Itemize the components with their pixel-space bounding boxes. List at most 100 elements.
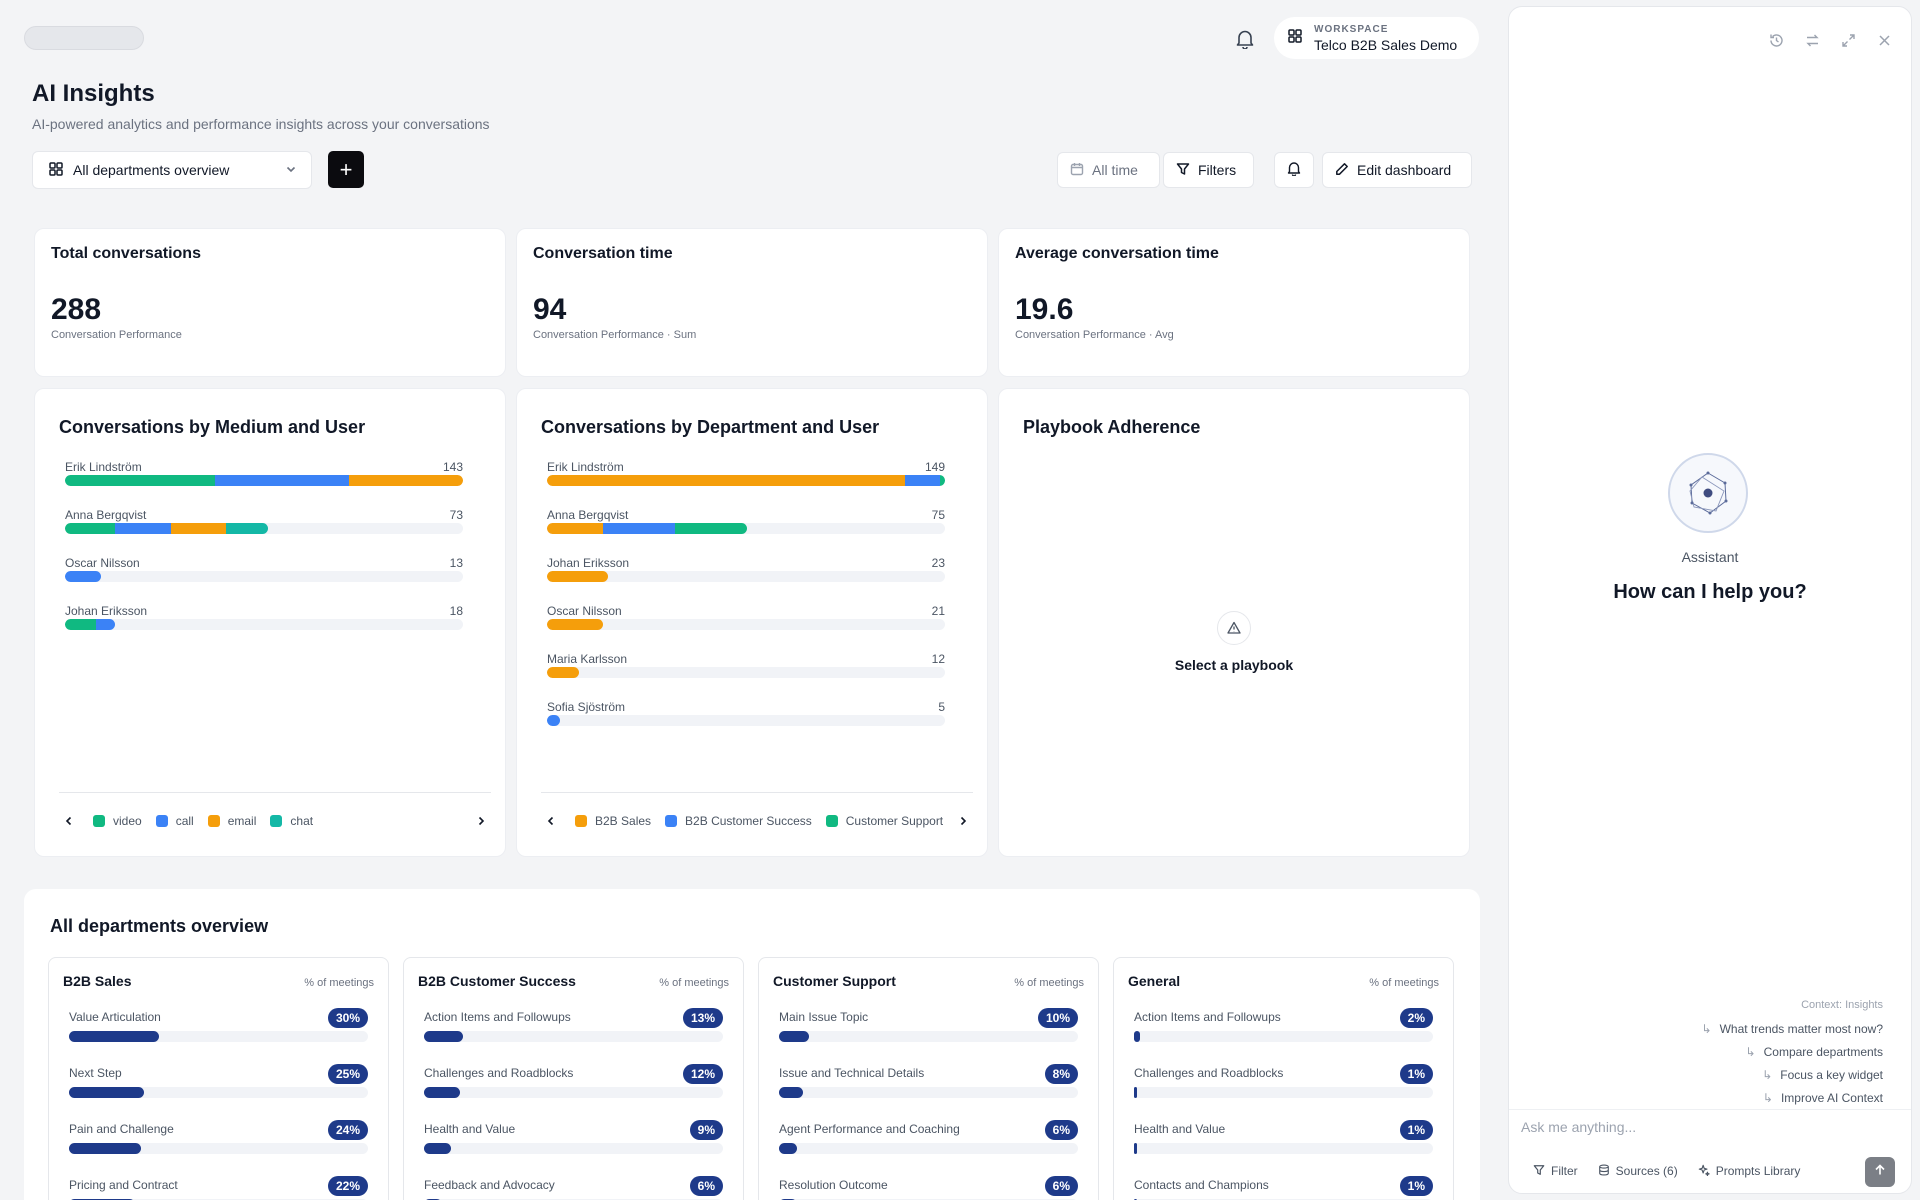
alerts-button[interactable] [1274, 152, 1314, 188]
department-row[interactable]: Pricing and Contract 22% [69, 1176, 368, 1200]
department-rows: Action Items and Followups 2% Challenges a… [1134, 1008, 1433, 1200]
bar-segment[interactable] [65, 475, 216, 486]
edit-dashboard-button[interactable]: Edit dashboard [1322, 152, 1472, 188]
bar-track [424, 1143, 723, 1154]
chevron-right-icon[interactable] [953, 816, 973, 826]
expand-icon[interactable] [1839, 31, 1857, 49]
prompts-library-button[interactable]: Prompts Library [1698, 1164, 1800, 1179]
legend-item[interactable]: Customer Support [825, 814, 943, 828]
department-row[interactable]: Action Items and Followups 13% [424, 1008, 723, 1064]
pencil-icon [1335, 162, 1349, 179]
playbook-empty-text: Select a playbook [1174, 657, 1294, 673]
bar-track [69, 1031, 368, 1042]
send-button[interactable] [1865, 1157, 1895, 1187]
bar-track [1134, 1031, 1433, 1042]
suggestion-item[interactable]: ↳ What trends matter most now? [1702, 1022, 1883, 1036]
context-label: Context: Insights [1801, 999, 1883, 1011]
bell-icon [1287, 161, 1301, 179]
topic-label: Action Items and Followups [1134, 1010, 1281, 1024]
bar-segment[interactable] [348, 475, 463, 486]
bar-segment[interactable] [65, 571, 102, 582]
department-row[interactable]: Challenges and Roadblocks 1% [1134, 1064, 1433, 1120]
ask-input[interactable] [1521, 1119, 1891, 1135]
bar-segment[interactable] [65, 523, 116, 534]
bar-segment[interactable] [226, 523, 269, 534]
stat-subtitle: Conversation Performance · Sum [533, 329, 697, 341]
department-card: General % of meetings Action Items and Fol… [1113, 957, 1454, 1200]
department-row[interactable]: Next Step 25% [69, 1064, 368, 1120]
notifications-bell-icon[interactable] [1232, 26, 1258, 52]
bar-track [779, 1087, 1078, 1098]
workspace-switcher[interactable]: WORKSPACE Telco B2B Sales Demo [1274, 17, 1479, 59]
legend-label: B2B Customer Success [685, 814, 812, 828]
legend-label: call [175, 814, 194, 828]
suggestion-item[interactable]: ↳ Compare departments [1746, 1045, 1883, 1059]
bar-segment[interactable] [547, 619, 604, 630]
bar-segment[interactable] [115, 523, 171, 534]
departments-overview: All departments overview B2B Sales % of m… [24, 889, 1480, 1200]
bar-segment[interactable] [904, 475, 940, 486]
department-row[interactable]: Main Issue Topic 10% [779, 1008, 1078, 1064]
department-row[interactable]: Health and Value 1% [1134, 1120, 1433, 1176]
department-row[interactable]: Challenges and Roadblocks 12% [424, 1064, 723, 1120]
dashboard-select[interactable]: All departments overview [32, 151, 312, 189]
legend-item[interactable]: email [207, 814, 256, 828]
bar-segment[interactable] [547, 667, 580, 678]
bar-segment[interactable] [547, 475, 905, 486]
department-row[interactable]: Agent Performance and Coaching 6% [779, 1120, 1078, 1176]
percent-badge: 6% [1044, 1176, 1078, 1196]
suggestion-item[interactable]: ↳ Improve AI Context [1763, 1091, 1883, 1105]
department-row[interactable]: Issue and Technical Details 8% [779, 1064, 1078, 1120]
department-row[interactable]: Value Articulation 30% [69, 1008, 368, 1064]
close-icon[interactable] [1875, 31, 1893, 49]
legend-item[interactable]: B2B Customer Success [665, 814, 812, 828]
chevron-left-icon[interactable] [59, 816, 79, 826]
bar-segment[interactable] [547, 571, 609, 582]
sources-button[interactable]: Sources (6) [1598, 1163, 1678, 1179]
chart-row-total: 149 [924, 460, 945, 474]
time-range-button[interactable]: All time [1057, 152, 1160, 188]
stat-card-total-conversations: Total conversations 288 Conversation Per… [34, 228, 506, 377]
legend-item[interactable]: video [93, 814, 142, 828]
legend-items: video call email chat [93, 814, 471, 828]
bar-segment[interactable] [65, 619, 96, 630]
percent-badge: 10% [1037, 1008, 1078, 1028]
department-row[interactable]: Action Items and Followups 2% [1134, 1008, 1433, 1064]
department-header: Customer Support % of meetings [773, 973, 1084, 989]
bar-segment[interactable] [95, 619, 116, 630]
bar-segment[interactable] [170, 523, 227, 534]
bar-segment[interactable] [603, 523, 676, 534]
app-switcher-pill[interactable] [24, 26, 144, 50]
filter-button[interactable]: Filter [1533, 1164, 1578, 1179]
legend-item[interactable]: chat [270, 814, 313, 828]
add-dashboard-button[interactable]: + [328, 151, 364, 188]
chevron-right-icon[interactable] [471, 816, 491, 826]
department-row[interactable]: Resolution Outcome 6% [779, 1176, 1078, 1200]
filters-button[interactable]: Filters [1163, 152, 1254, 188]
bar-segment[interactable] [547, 523, 604, 534]
percent-badge: 2% [1399, 1008, 1433, 1028]
department-row[interactable]: Pain and Challenge 24% [69, 1120, 368, 1176]
chart-row: Anna Bergqvist 75 [547, 508, 945, 556]
topic-label: Challenges and Roadblocks [1134, 1066, 1284, 1080]
chart-row: Erik Lindström 149 [547, 460, 945, 508]
swap-icon[interactable] [1803, 31, 1821, 49]
history-icon[interactable] [1767, 31, 1785, 49]
percent-badge: 24% [327, 1120, 368, 1140]
chart-title: Playbook Adherence [1023, 417, 1201, 437]
bar-segment[interactable] [547, 715, 561, 726]
department-row[interactable]: Feedback and Advocacy 6% [424, 1176, 723, 1200]
playbook-empty-state[interactable]: Select a playbook [999, 611, 1469, 673]
chevron-left-icon[interactable] [541, 816, 561, 826]
legend-item[interactable]: B2B Sales [575, 814, 651, 828]
bar-segment[interactable] [215, 475, 349, 486]
bar-segment[interactable] [675, 523, 748, 534]
chart-row-label: Johan Eriksson [65, 604, 148, 618]
suggestion-item[interactable]: ↳ Focus a key widget [1762, 1068, 1883, 1082]
department-row[interactable]: Contacts and Champions 1% [1134, 1176, 1433, 1200]
percent-badge: 1% [1399, 1176, 1433, 1196]
filters-label: Filters [1198, 162, 1237, 178]
legend-item[interactable]: call [155, 814, 194, 828]
department-row[interactable]: Health and Value 9% [424, 1120, 723, 1176]
bar-segment[interactable] [939, 475, 945, 486]
